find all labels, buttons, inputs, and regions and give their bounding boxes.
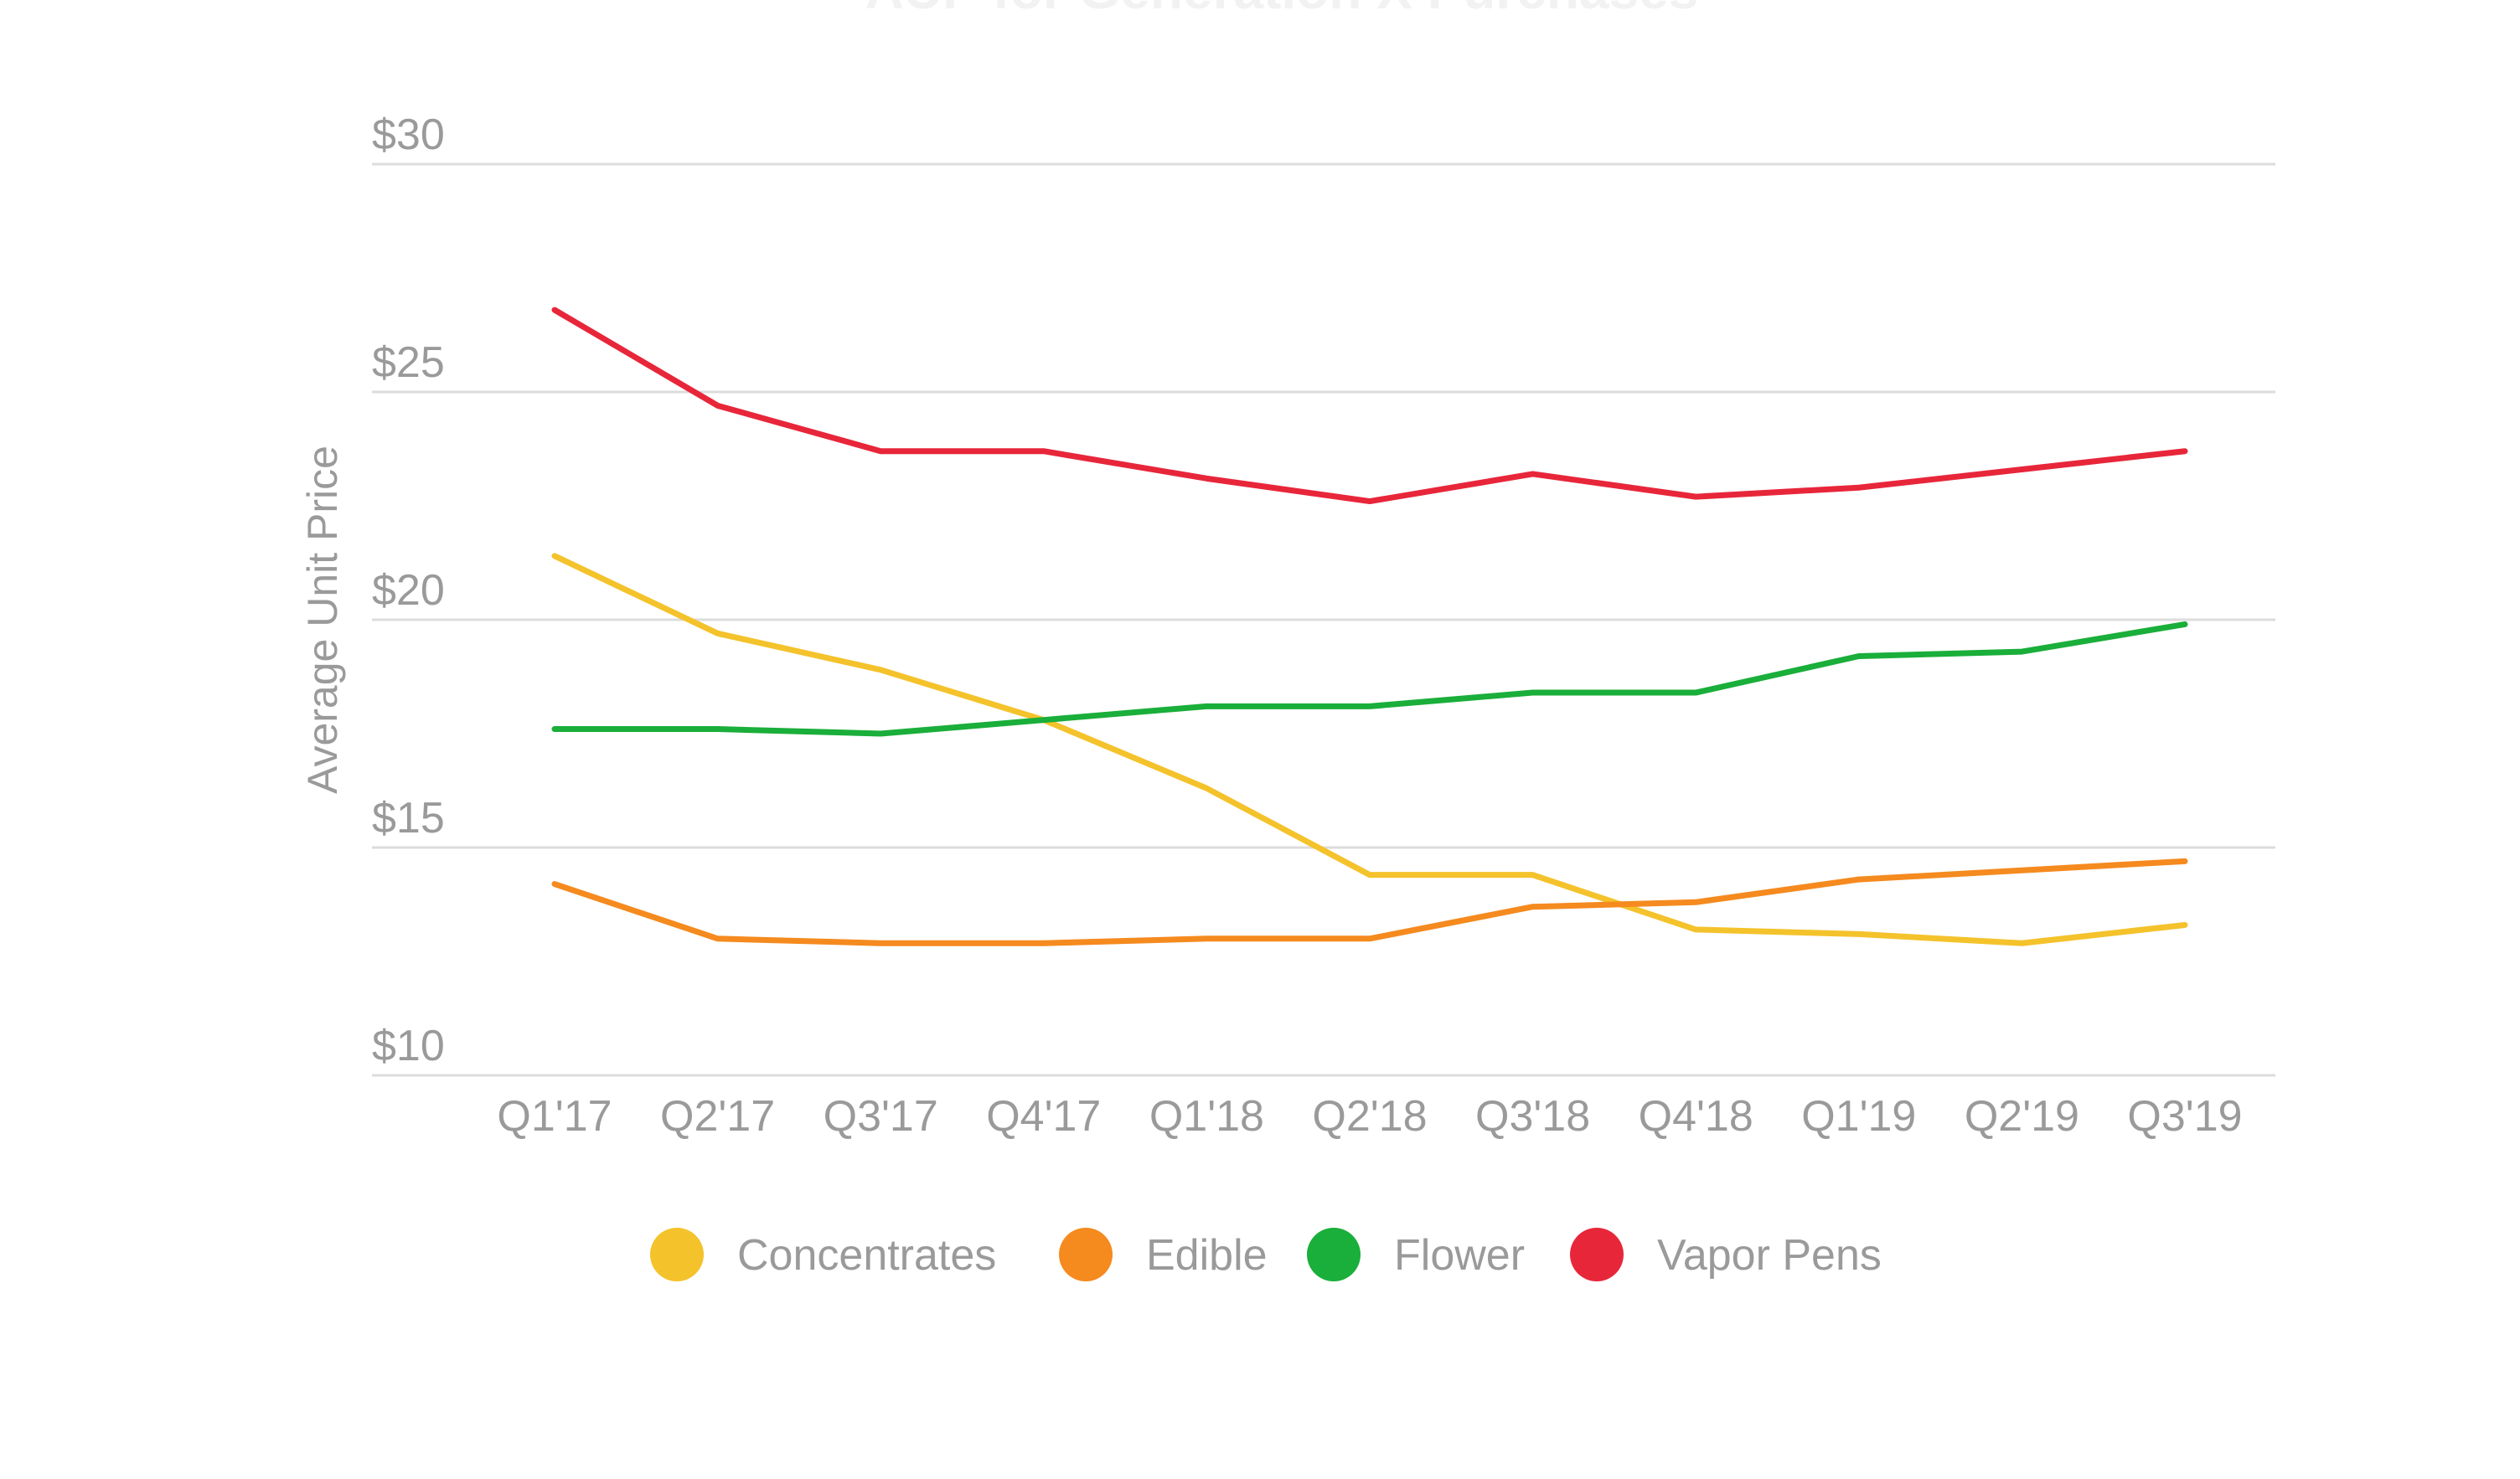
- data-point-edible: [717, 938, 719, 940]
- y-tick-label: $25: [372, 338, 445, 387]
- data-point-edible: [1043, 942, 1045, 944]
- data-point-concentrates: [880, 669, 881, 671]
- data-point-flower: [2184, 623, 2186, 625]
- data-point-vapor-pens: [717, 405, 719, 406]
- x-tick-label: Q3'19: [2127, 1092, 2242, 1141]
- series-edible: [551, 858, 2188, 946]
- data-point-concentrates: [1369, 874, 1371, 876]
- legend-label: Concentrates: [737, 1231, 996, 1280]
- legend-item-edible[interactable]: Edible: [1059, 1228, 1268, 1281]
- x-tick-label: Q4'17: [986, 1092, 1101, 1141]
- data-point-flower: [1369, 705, 1371, 707]
- data-point-edible: [1858, 879, 1860, 880]
- data-point-vapor-pens: [1369, 501, 1371, 502]
- data-point-flower: [1858, 656, 1860, 657]
- x-tick-label: Q4'18: [1639, 1092, 1753, 1141]
- data-point-edible: [2184, 860, 2186, 862]
- x-tick-label: Q3'17: [824, 1092, 938, 1141]
- chart-title: AUP for Generation X Purchases: [865, 0, 1699, 20]
- legend-label: Vapor Pens: [1657, 1231, 1882, 1280]
- series-concentrates: [551, 553, 2188, 946]
- x-tick-label: Q1'17: [497, 1092, 612, 1141]
- legend-swatch: [1570, 1228, 1624, 1281]
- x-tick-label: Q3'18: [1475, 1092, 1590, 1141]
- legend-item-flower[interactable]: Flower: [1307, 1228, 1525, 1281]
- data-point-concentrates: [1532, 874, 1534, 876]
- x-tick-label: Q2'17: [660, 1092, 775, 1141]
- legend-swatch: [650, 1228, 704, 1281]
- y-tick-label: $30: [372, 111, 445, 159]
- data-point-concentrates: [1206, 787, 1207, 789]
- series-flower: [551, 621, 2188, 737]
- y-tick-label: $15: [372, 794, 445, 843]
- legend-swatch: [1059, 1228, 1113, 1281]
- series-line-flower: [551, 621, 2188, 737]
- x-tick-label: Q1'19: [1801, 1092, 1916, 1141]
- legend-swatch: [1307, 1228, 1361, 1281]
- data-point-concentrates: [717, 632, 719, 634]
- x-tick-label: Q1'18: [1149, 1092, 1264, 1141]
- data-point-edible: [1369, 938, 1371, 940]
- data-point-concentrates: [1858, 933, 1860, 935]
- data-point-vapor-pens: [1532, 473, 1534, 475]
- legend-label: Edible: [1146, 1231, 1268, 1280]
- legend-label: Flower: [1394, 1231, 1525, 1280]
- x-tick-label: Q2'18: [1312, 1092, 1427, 1141]
- y-tick-label: $20: [372, 566, 445, 615]
- data-point-flower: [1043, 719, 1045, 721]
- data-point-vapor-pens: [1206, 477, 1207, 479]
- data-point-edible: [880, 942, 881, 944]
- y-tick-label: $10: [372, 1022, 445, 1070]
- series-line-vapor-pens: [551, 307, 2188, 505]
- data-point-edible: [1532, 906, 1534, 908]
- series-vapor-pens: [551, 307, 2188, 505]
- data-point-flower: [1206, 705, 1207, 707]
- data-point-edible: [1206, 938, 1207, 940]
- legend-item-vapor-pens[interactable]: Vapor Pens: [1570, 1228, 1882, 1281]
- x-tick-label: Q2'19: [1965, 1092, 2079, 1141]
- series-line-concentrates: [551, 553, 2188, 946]
- legend-item-concentrates[interactable]: Concentrates: [650, 1228, 996, 1281]
- y-axis-title: Average Unit Price: [299, 446, 346, 794]
- data-point-vapor-pens: [1858, 487, 1860, 488]
